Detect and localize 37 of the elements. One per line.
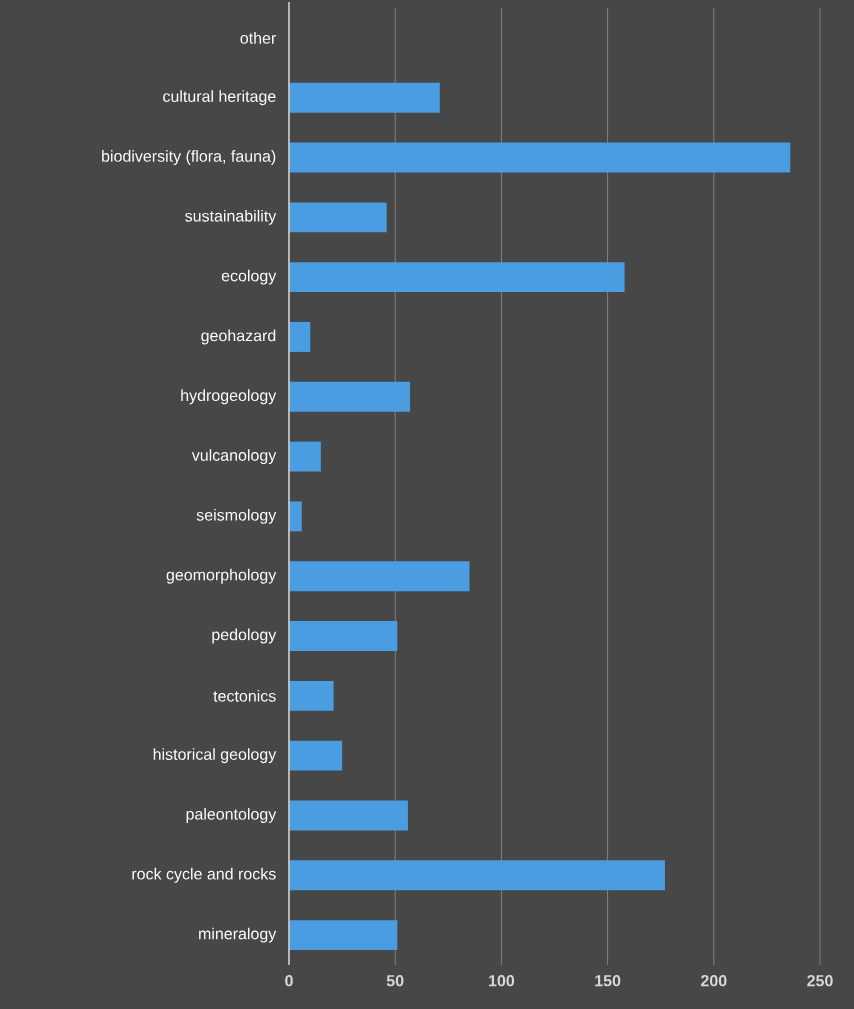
bar bbox=[289, 621, 398, 651]
x-tick-label: 150 bbox=[595, 975, 621, 987]
y-tick-label: hydrogeology bbox=[181, 389, 277, 405]
y-tick-label: other bbox=[240, 32, 277, 44]
bar bbox=[289, 202, 387, 233]
y-tick-label: rock cycle and rocks bbox=[132, 867, 276, 883]
bar bbox=[289, 441, 321, 472]
y-tick-label: seismology bbox=[196, 508, 277, 524]
bar bbox=[289, 142, 791, 173]
y-tick-label: paleontology bbox=[186, 808, 277, 823]
y-tick-label: geomorphology bbox=[166, 568, 277, 584]
bar bbox=[289, 322, 311, 352]
bar bbox=[289, 262, 625, 293]
bar bbox=[289, 800, 408, 831]
x-tick-label: 50 bbox=[386, 975, 404, 987]
bar bbox=[289, 381, 411, 412]
y-tick-label: vulcanology bbox=[191, 449, 277, 465]
y-tick-label: biodiversity (flora, fauna) bbox=[102, 150, 276, 165]
y-tick-label: cultural heritage bbox=[163, 90, 276, 106]
x-tick-label: 100 bbox=[489, 975, 515, 987]
x-tick-label: 200 bbox=[701, 975, 727, 987]
x-tick-label: 0 bbox=[285, 975, 293, 987]
bar bbox=[289, 501, 302, 532]
y-tick-label: historical geology bbox=[153, 748, 277, 764]
bar bbox=[289, 680, 334, 711]
y-tick-label: pedology bbox=[212, 628, 277, 644]
bar bbox=[289, 82, 440, 113]
y-tick-label: ecology bbox=[221, 269, 277, 285]
bar bbox=[289, 740, 343, 771]
bar bbox=[289, 860, 665, 891]
x-tick-label: 250 bbox=[807, 975, 833, 987]
y-tick-label: tectonics bbox=[213, 689, 276, 702]
bar bbox=[289, 561, 470, 592]
y-tick-label: geohazard bbox=[201, 329, 276, 345]
bar bbox=[289, 920, 398, 951]
y-tick-label: mineralogy bbox=[199, 927, 277, 943]
y-tick-label: sustainability bbox=[185, 209, 277, 225]
